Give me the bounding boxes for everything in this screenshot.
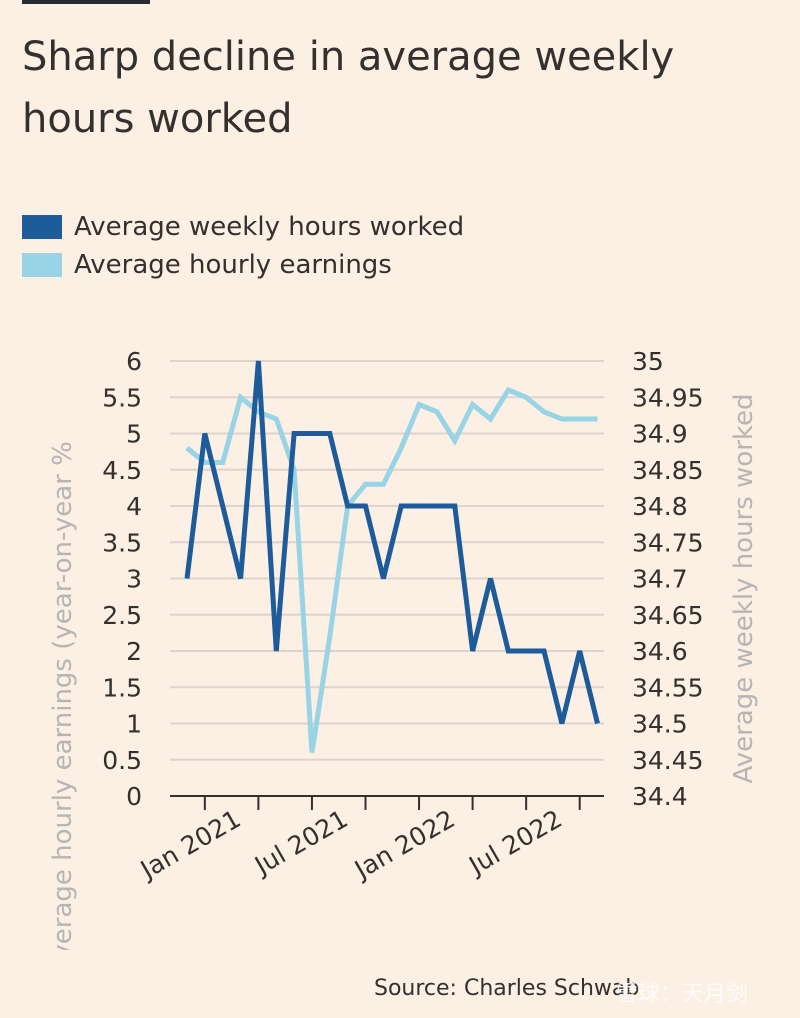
right-tick-label: 34.85 (632, 456, 704, 485)
left-tick-label: 0 (126, 782, 142, 811)
right-tick-label: 34.7 (632, 565, 688, 594)
legend-swatch-earnings (22, 253, 62, 277)
left-tick-label: 4.5 (102, 456, 142, 485)
watermark: 雪球：天月剑 (616, 982, 749, 1007)
right-tick-label: 34.95 (632, 383, 704, 412)
right-axis-label: Average weekly hours worked (729, 393, 759, 783)
left-tick-label: 6 (126, 347, 142, 376)
legend-item-hours: Average weekly hours worked (22, 208, 464, 246)
left-axis-ticks: 0 0.5 1 1.5 2 2.5 3 3.5 4 4.5 5 5.5 6 (102, 347, 142, 811)
left-tick-label: 5 (126, 420, 142, 449)
left-tick-label: 2.5 (102, 601, 142, 630)
right-tick-label: 34.6 (632, 637, 688, 666)
legend-label-hours: Average weekly hours worked (74, 212, 465, 242)
right-tick-label: 34.65 (632, 601, 704, 630)
right-tick-label: 34.5 (632, 710, 688, 739)
legend-swatch-hours (22, 215, 62, 239)
legend-label-earnings: Average hourly earnings (74, 250, 392, 280)
x-tick-label: Jan 2022 (348, 804, 460, 885)
left-tick-label: 2 (126, 637, 142, 666)
right-tick-label: 34.8 (632, 492, 688, 521)
left-tick-label: 3 (126, 565, 142, 594)
x-tick-label: Jul 2021 (248, 804, 352, 881)
series-line-hourly-earnings (185, 386, 598, 753)
right-tick-label: 34.4 (632, 782, 688, 811)
right-tick-label: 34.9 (632, 420, 688, 449)
chart: 00.511.522.533.544.555.56 34.434.4534.53… (48, 347, 759, 950)
right-tick-label: 34.75 (632, 528, 704, 557)
series-layer (184, 360, 600, 753)
left-tick-label: 1.5 (102, 673, 142, 702)
legend-item-earnings: Average hourly earnings (22, 246, 464, 284)
right-tick-label: 34.55 (632, 673, 704, 702)
source-note: Source: Charles Schwab (374, 976, 640, 1001)
top-rule (22, 0, 150, 4)
legend: Average weekly hours worked Average hour… (22, 208, 464, 284)
x-tick-label: Jan 2021 (134, 804, 246, 885)
left-tick-label: 1 (126, 710, 142, 739)
left-tick-label: 4 (126, 492, 142, 521)
left-tick-label: 5.5 (102, 383, 142, 412)
x-tick-label: Jul 2022 (463, 804, 567, 881)
right-tick-label: 35 (632, 347, 664, 376)
left-axis-label: Average hourly earnings (year-on-year % (48, 441, 78, 950)
left-tick-label: 0.5 (102, 746, 142, 775)
chart-title: Sharp decline in average weekly hours wo… (22, 34, 675, 142)
left-tick-label: 3.5 (102, 528, 142, 557)
right-tick-label: 34.45 (632, 746, 704, 775)
series-line-weekly-hours (184, 360, 600, 725)
right-axis-ticks: 34.4 34.45 34.5 34.55 34.6 34.65 34.7 34.75 34.8… (632, 347, 704, 811)
